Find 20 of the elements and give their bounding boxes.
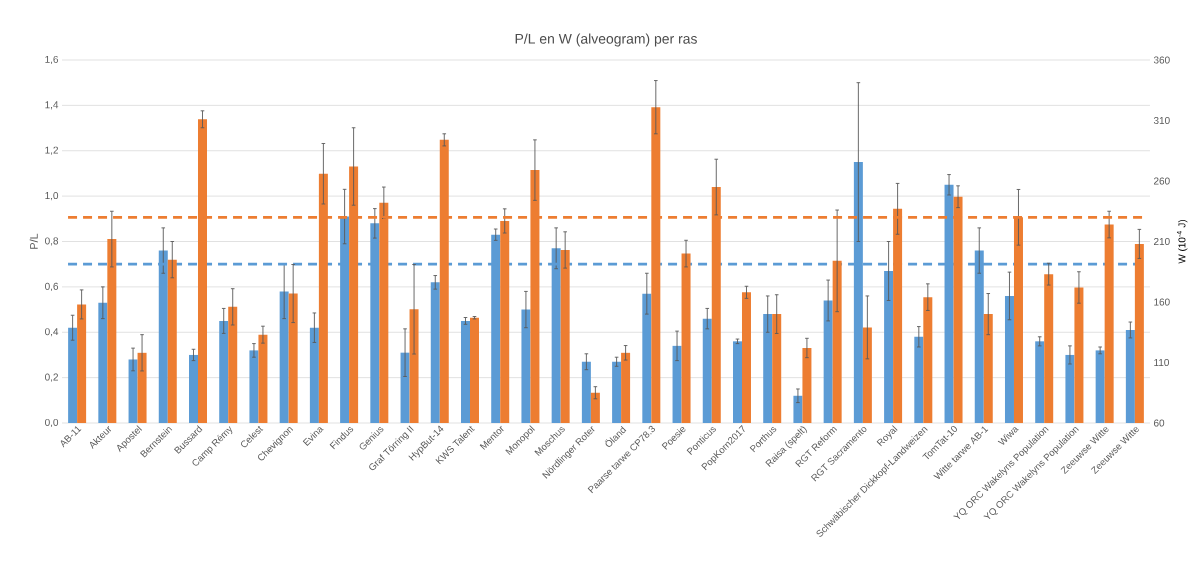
- y2-tick-label: 160: [1154, 298, 1170, 306]
- bar: [189, 354, 198, 423]
- y-tick-label: 0,0: [45, 418, 59, 428]
- y-tick-label: 1,2: [45, 146, 58, 155]
- y-tick-label: 1,0: [45, 192, 59, 201]
- y-tick-label: 1,4: [45, 101, 59, 110]
- y-tick-label: 0,6: [45, 282, 59, 291]
- y-axis-title: P/L: [29, 233, 38, 249]
- y-tick-label: 0,4: [45, 328, 59, 337]
- y2-tick-label: 310: [1153, 116, 1170, 125]
- y2-tick-label: 110: [1154, 358, 1169, 367]
- y2-tick-label: 260: [1154, 177, 1170, 185]
- y2-tick-label: 360: [1153, 56, 1170, 64]
- y-tick-label: 0,8: [45, 237, 59, 246]
- y2-axis-title: W (10$^{-4}$ J): [1176, 219, 1188, 264]
- y-tick-label: 1,6: [45, 55, 59, 65]
- y2-tick-label: 60: [1154, 419, 1165, 427]
- y-tick-label: 0,2: [45, 373, 58, 382]
- chart-title: P/L en W (alveogram) per ras: [515, 33, 697, 47]
- y2-tick-label: 210: [1154, 237, 1170, 246]
